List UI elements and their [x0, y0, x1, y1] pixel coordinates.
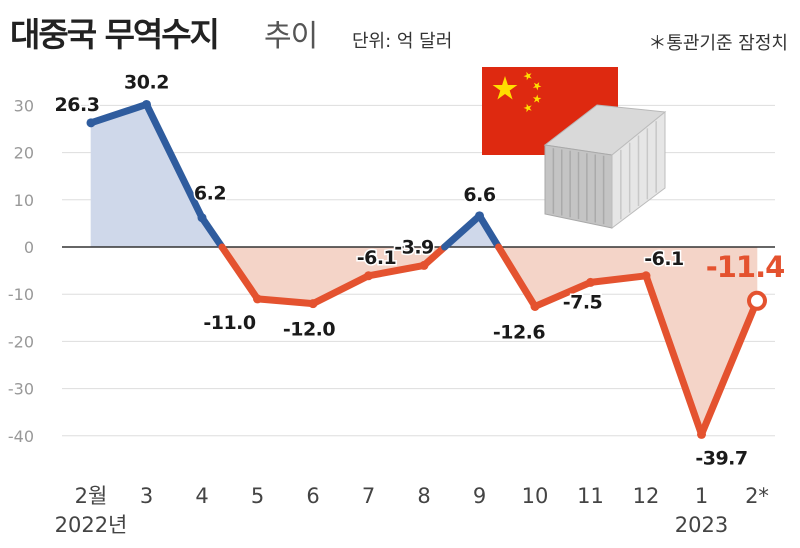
x-tick-label: 12: [633, 484, 660, 508]
x-tick-label: 2월: [75, 484, 108, 508]
data-label: 30.2: [124, 71, 169, 93]
x-tick-label: 1: [695, 484, 708, 508]
surplus-line-segment: [476, 212, 503, 251]
deficit-area: [257, 246, 314, 304]
year-label: 2022년: [55, 513, 128, 537]
data-label: 26.3: [55, 94, 100, 116]
data-label: -12.0: [283, 319, 336, 341]
chart-subtitle: 추이: [264, 19, 318, 54]
x-tick-label: 3: [140, 484, 153, 508]
data-point: [697, 429, 706, 439]
data-label: -11.4: [706, 250, 785, 284]
data-label: -6.1: [357, 247, 397, 269]
surplus-area: [90, 104, 147, 248]
deficit-line-segment: [309, 272, 372, 308]
x-tick-label: 9: [473, 484, 486, 508]
footnote: ＊통관기준 잠정치: [648, 33, 788, 54]
unit-label: 단위: 억 달러: [352, 31, 453, 52]
y-tick-label: -20: [8, 332, 34, 351]
chart-title: 대중국 무역수지: [10, 15, 220, 54]
data-point: [86, 118, 96, 128]
x-tick-label: 4: [195, 484, 208, 508]
x-tick-label: 10: [522, 484, 549, 508]
data-point: [142, 99, 151, 109]
y-tick-label: -30: [8, 380, 34, 399]
data-label: -3.9: [394, 236, 434, 258]
data-point: [475, 211, 484, 221]
surplus-line-segment: [198, 214, 226, 251]
x-tick-label: 6: [306, 484, 319, 508]
surplus-line-segment: [87, 100, 150, 127]
deficit-line-segment: [698, 297, 761, 438]
year-label: 2023: [675, 513, 728, 537]
data-point: [197, 213, 207, 223]
y-tick-label: -40: [8, 427, 34, 446]
deficit-line-segment: [642, 272, 705, 438]
data-point: [308, 299, 318, 309]
x-tick-label: 5: [251, 484, 264, 508]
shipping-container-icon: [543, 104, 667, 230]
y-tick-label: 30: [14, 96, 34, 115]
data-point: [253, 294, 262, 304]
data-label: -7.5: [563, 291, 603, 313]
deficit-line-segment: [531, 278, 594, 310]
y-tick-label: 10: [14, 191, 34, 210]
data-point: [530, 301, 540, 311]
deficit-line-segment: [218, 243, 261, 303]
data-label: 6.2: [194, 183, 226, 205]
deficit-line-segment: [587, 272, 650, 286]
data-label: -6.1: [644, 248, 684, 270]
y-tick-label: -10: [8, 285, 34, 304]
x-tick-label: 8: [417, 484, 430, 508]
data-point: [419, 260, 429, 270]
surplus-line-segment: [441, 212, 483, 251]
deficit-line-segment: [365, 261, 428, 280]
x-tick-label: 2*: [745, 484, 769, 508]
surplus-line-segment: [143, 100, 206, 222]
y-tick-label: 0: [24, 238, 34, 257]
data-point: [364, 271, 373, 281]
data-label: -11.0: [203, 312, 256, 334]
data-label: 6.6: [463, 184, 495, 206]
data-label: -39.7: [695, 447, 747, 469]
x-tick-label: 11: [577, 484, 604, 508]
x-tick-label: 7: [362, 484, 375, 508]
data-point: [586, 277, 595, 287]
y-tick-label: 20: [14, 144, 34, 163]
data-label: -12.6: [493, 321, 546, 343]
data-point: [641, 271, 651, 281]
deficit-line-segment: [254, 295, 317, 308]
deficit-line-segment: [495, 243, 539, 310]
data-point-highlight: [747, 290, 767, 311]
deficit-line-segment: [420, 243, 449, 269]
